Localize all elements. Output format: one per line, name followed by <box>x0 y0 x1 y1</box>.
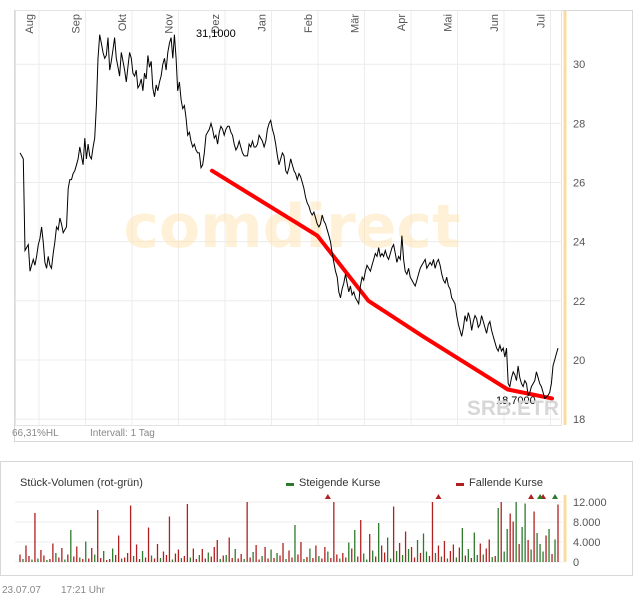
volume-cap-markers <box>324 494 559 499</box>
volume-y-tick-label-2: 4.000 <box>573 537 601 549</box>
month-label-10: Jun <box>489 14 501 32</box>
y-tick-label-2: 22 <box>573 296 585 308</box>
month-label-1: Sep <box>71 14 83 34</box>
volume-cap-up-174 <box>537 494 544 499</box>
footnote-hl: 66,31%HL <box>12 428 59 439</box>
volume-y-ticks: 12.000 8.000 4.000 0 <box>573 497 607 569</box>
volume-cap-down-140 <box>435 494 442 499</box>
month-label-2: Okt <box>117 14 129 31</box>
y-tick-label-3: 24 <box>573 237 585 249</box>
trend-line <box>210 168 554 401</box>
y-tick-label-0: 18 <box>573 414 585 426</box>
footnote-interval: Intervall: 1 Tag <box>90 428 155 439</box>
legend-down-label: Fallende Kurse <box>469 477 543 489</box>
legend-down-swatch <box>456 483 464 486</box>
month-label-11: Jul <box>536 14 548 28</box>
volume-title: Stück-Volumen (rot-grün) <box>20 477 143 489</box>
volume-cap-up-179 <box>552 494 559 499</box>
month-label-5: Jan <box>257 14 269 32</box>
high-label: 31,1000 <box>196 28 236 40</box>
y-tick-label-1: 20 <box>573 355 585 367</box>
month-label-3: Nov <box>164 14 176 34</box>
month-label-6: Feb <box>303 14 315 33</box>
price-panel <box>14 10 633 442</box>
month-label-9: Mai <box>443 14 455 32</box>
y-tick-label-6: 30 <box>573 59 585 71</box>
month-label-4: Dez <box>210 14 222 34</box>
price-line <box>19 34 559 400</box>
symbol-label: SRB.ETR <box>467 397 559 420</box>
footer-date: 23.07.07 <box>2 585 41 596</box>
legend-up-swatch <box>286 483 294 486</box>
price-grid <box>15 11 562 425</box>
volume-bars <box>19 502 559 562</box>
y-tick-label-5: 28 <box>573 118 585 130</box>
plot-frame <box>15 10 562 426</box>
footer-time: 17:21 Uhr <box>61 585 106 596</box>
y-tick-label-4: 26 <box>573 178 585 190</box>
volume-cap-down-103 <box>324 494 331 499</box>
low-label: 18,7000 <box>496 395 536 407</box>
watermark: comdirect <box>123 192 460 262</box>
volume-y-tick-label-0: 12.000 <box>573 497 607 509</box>
legend-up-label: Steigende Kurse <box>299 477 380 489</box>
month-label-7: Mär <box>350 14 362 33</box>
month-label-8: Apr <box>396 14 408 31</box>
volume-y-tick-label-1: 8.000 <box>573 517 601 529</box>
volume-cap-down-171 <box>528 494 535 499</box>
price-y-ticks: 18 20 22 24 26 28 30 <box>573 59 585 426</box>
month-label-0: Aug <box>24 14 36 34</box>
month-labels: Aug Sep Okt Nov Dez Jan Feb Mär Apr Mai Jun Jul <box>24 14 548 34</box>
volume-y-tick-label-3: 0 <box>573 557 579 569</box>
